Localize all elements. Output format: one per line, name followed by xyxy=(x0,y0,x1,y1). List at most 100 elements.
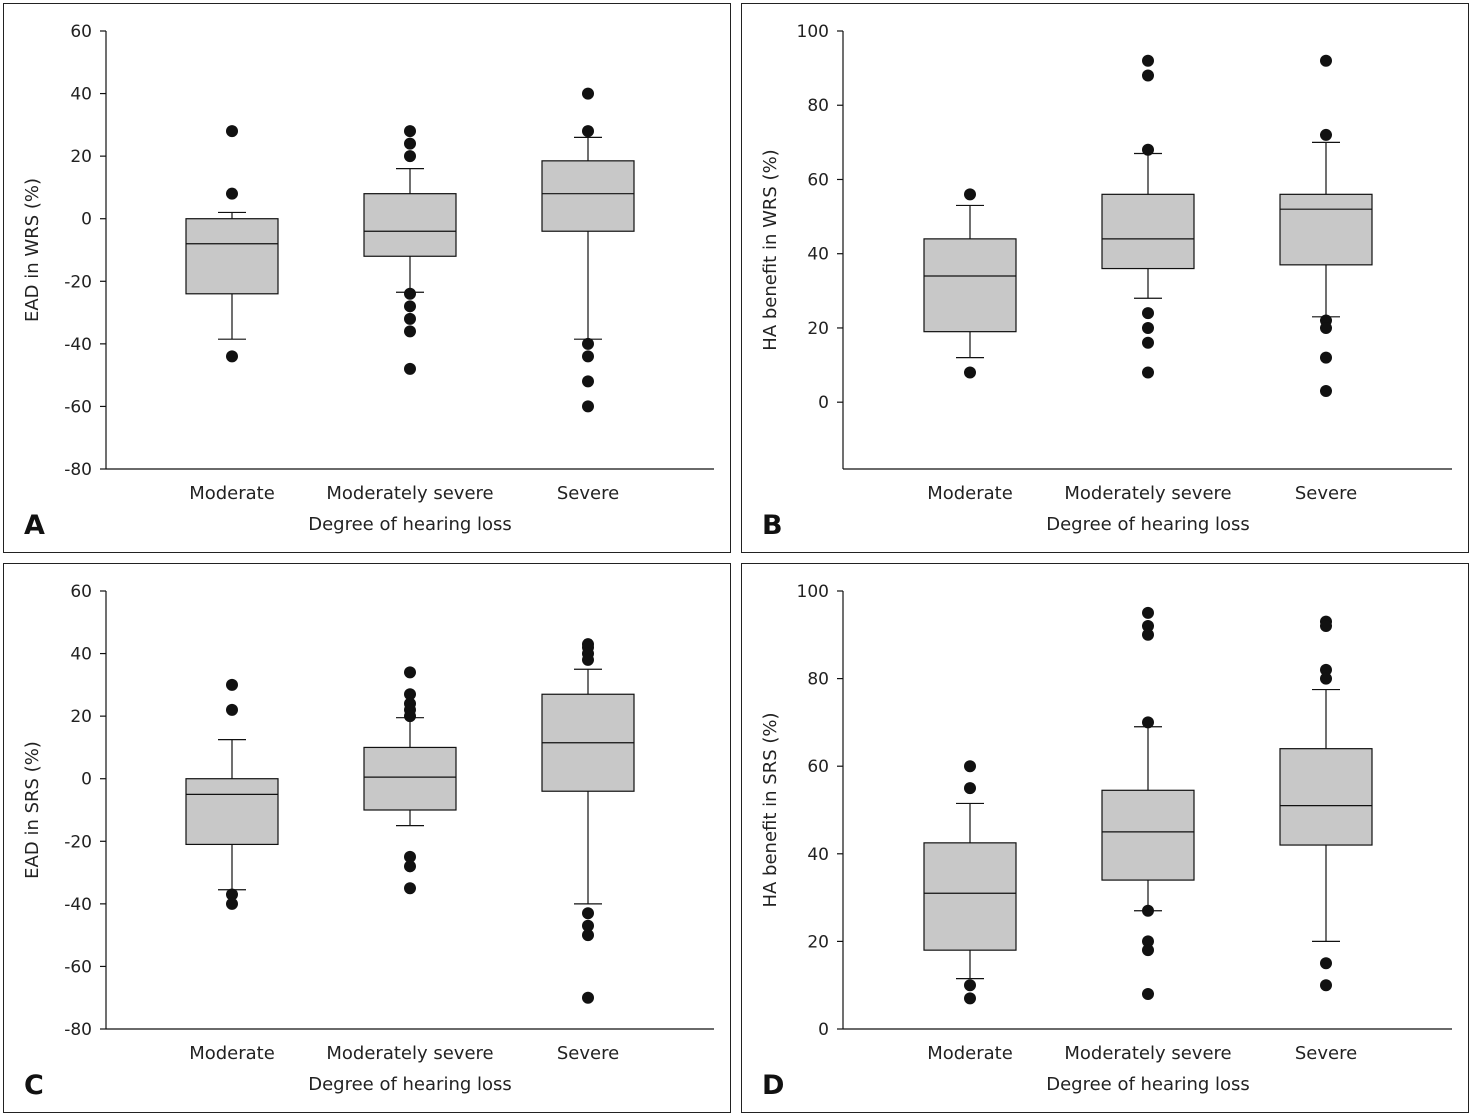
x-category-label: Moderate xyxy=(927,483,1013,504)
outlier-point xyxy=(964,760,976,773)
outlier-point xyxy=(1142,628,1154,641)
x-category-label: Moderate xyxy=(189,483,275,504)
outlier-point xyxy=(1142,987,1154,1000)
outlier-point xyxy=(404,137,416,150)
outlier-point xyxy=(964,366,976,379)
outlier-point xyxy=(1142,904,1154,917)
y-tick-label: -40 xyxy=(64,335,92,355)
outlier-point xyxy=(582,919,594,932)
y-tick-label: -20 xyxy=(64,832,92,852)
y-tick-label: -20 xyxy=(64,272,92,292)
outlier-point xyxy=(582,907,594,920)
panel-b: 100 80 60 40 20 0 HA benefit in WRS (%) Moderat… xyxy=(741,3,1469,553)
outlier-point xyxy=(964,782,976,795)
outlier-point xyxy=(226,678,238,691)
outlier-point xyxy=(964,992,976,1005)
outlier-point xyxy=(404,688,416,701)
outlier-point xyxy=(1320,351,1332,364)
outlier-point xyxy=(1142,336,1154,349)
outlier-point xyxy=(404,312,416,325)
box xyxy=(923,842,1017,951)
y-tick-label: 0 xyxy=(818,1020,829,1040)
y-axis-title: EAD in SRS (%) xyxy=(22,741,43,879)
outlier-point xyxy=(404,850,416,863)
x-axis-title: Degree of hearing loss xyxy=(308,514,512,535)
chart-c: 60 40 20 0 -20 -40 -60 -80 EAD in SRS (%) Moderat… xyxy=(22,582,714,1101)
outlier-point xyxy=(1142,620,1154,633)
y-axis-title: EAD in WRS (%) xyxy=(22,178,43,322)
outlier-point xyxy=(582,375,594,388)
panel-letter: C xyxy=(24,1070,44,1101)
y-tick-label: 20 xyxy=(807,932,829,952)
outlier-point xyxy=(404,125,416,138)
box xyxy=(923,238,1017,333)
outlier-point xyxy=(226,125,238,138)
outlier-point xyxy=(1142,54,1154,67)
outlier-point xyxy=(582,337,594,350)
outlier-point xyxy=(1320,321,1332,334)
outlier-point xyxy=(1142,935,1154,948)
y-tick-label: 100 xyxy=(797,582,829,602)
x-category-label: Severe xyxy=(1295,483,1357,504)
x-category-label: Moderately severe xyxy=(1064,483,1231,504)
y-tick-label: -80 xyxy=(64,460,92,480)
y-tick-label: 40 xyxy=(70,85,92,105)
y-tick-label: 60 xyxy=(807,170,829,190)
outlier-point xyxy=(1142,606,1154,619)
box xyxy=(1101,193,1195,270)
outlier-point xyxy=(1142,366,1154,379)
y-tick-label: 20 xyxy=(807,319,829,339)
outlier-point xyxy=(1142,321,1154,334)
chart-b: 100 80 60 40 20 0 HA benefit in WRS (%) Moderat… xyxy=(760,22,1452,541)
outlier-point xyxy=(1320,957,1332,970)
y-tick-label: 20 xyxy=(70,707,92,727)
outlier-point xyxy=(226,897,238,910)
outlier-point xyxy=(404,325,416,338)
outlier-point xyxy=(404,860,416,873)
panel-d: 100 80 60 40 20 0 HA benefit in SRS (%) Moderat… xyxy=(741,563,1469,1113)
outlier-point xyxy=(1320,385,1332,398)
outlier-point xyxy=(404,710,416,723)
outlier-point xyxy=(1142,307,1154,320)
outlier-point xyxy=(582,991,594,1004)
x-category-label: Severe xyxy=(557,1043,619,1064)
outlier-point xyxy=(1320,663,1332,676)
outlier-point xyxy=(1142,716,1154,729)
y-tick-label: -80 xyxy=(64,1020,92,1040)
outlier-point xyxy=(582,87,594,100)
y-tick-label: 0 xyxy=(81,770,92,790)
y-axis-title: HA benefit in WRS (%) xyxy=(760,149,781,350)
x-category-label: Moderately severe xyxy=(326,483,493,504)
y-tick-label: -60 xyxy=(64,957,92,977)
chart-d: 100 80 60 40 20 0 HA benefit in SRS (%) Moderat… xyxy=(760,582,1452,1101)
panel-letter: B xyxy=(762,510,783,541)
outlier-point xyxy=(404,150,416,163)
outlier-point xyxy=(404,362,416,375)
panel-letter: A xyxy=(24,510,45,541)
outlier-point xyxy=(1320,672,1332,685)
outlier-point xyxy=(404,287,416,300)
outlier-point xyxy=(226,187,238,200)
outlier-point xyxy=(226,703,238,716)
x-category-label: Severe xyxy=(557,483,619,504)
panel-c: 60 40 20 0 -20 -40 -60 -80 EAD in SRS (%) Moderat… xyxy=(3,563,731,1113)
box xyxy=(1279,193,1373,266)
y-tick-label: 60 xyxy=(70,582,92,602)
box xyxy=(1101,789,1195,881)
x-axis-title: Degree of hearing loss xyxy=(1046,1074,1250,1095)
x-axis-title: Degree of hearing loss xyxy=(308,1074,512,1095)
y-tick-label: -40 xyxy=(64,895,92,915)
outlier-point xyxy=(404,666,416,679)
outlier-point xyxy=(226,888,238,901)
outlier-point xyxy=(964,188,976,201)
outlier-point xyxy=(1320,979,1332,992)
outlier-point xyxy=(582,125,594,138)
y-tick-label: -60 xyxy=(64,397,92,417)
box xyxy=(185,218,279,295)
outlier-point xyxy=(1142,944,1154,957)
outlier-point xyxy=(1142,69,1154,82)
outlier-point xyxy=(582,653,594,666)
outlier-point xyxy=(582,400,594,413)
outlier-point xyxy=(1320,128,1332,141)
outlier-point xyxy=(1320,620,1332,633)
